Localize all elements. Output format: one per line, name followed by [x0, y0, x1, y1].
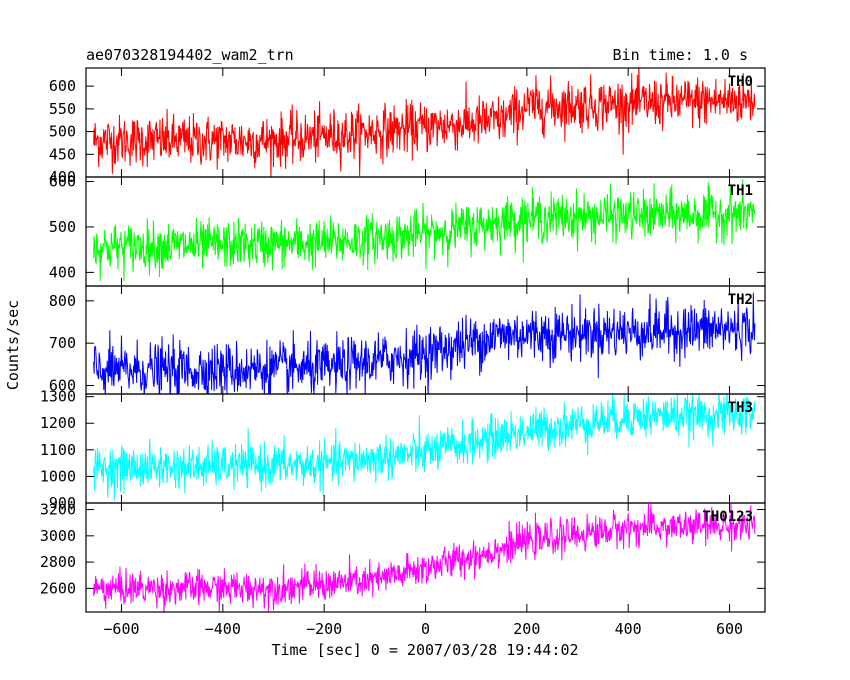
y-tick-label: 600 [49, 377, 76, 395]
x-axis-label: Time [sec] 0 = 2007/03/28 19:44:02 [271, 641, 578, 659]
y-tick-label: 2600 [40, 579, 76, 597]
y-tick-label: 1200 [40, 414, 76, 432]
y-tick-label: 500 [49, 123, 76, 141]
y-tick-label: 500 [49, 218, 76, 236]
x-tick-label: 400 [615, 620, 642, 638]
x-tick-label: 0 [421, 620, 430, 638]
y-tick-label: 800 [49, 292, 76, 310]
y-tick-label: 1100 [40, 441, 76, 459]
y-tick-label: 400 [49, 168, 76, 186]
panel-label-th1: TH1 [728, 183, 753, 199]
x-tick-label: 600 [716, 620, 743, 638]
x-tick-label: 200 [513, 620, 540, 638]
y-tick-label: 600 [49, 77, 76, 95]
panel-th2: 600 700 800 TH2 [49, 285, 766, 395]
panel-frame [85, 502, 766, 613]
panel-th3: 900 1000 1100 1200 1300 TH3 [40, 388, 766, 512]
series-line-th0123 [93, 503, 756, 612]
series-line-th3 [93, 394, 756, 501]
series-line-th0 [93, 68, 756, 177]
x-tick-label: −400 [205, 620, 241, 638]
panel-th1: 400 500 600 TH1 [49, 173, 766, 287]
y-tick-label: 450 [49, 145, 76, 163]
panel-th0: 400 450 500 550 600 TH0 [49, 67, 766, 186]
panel-label-th0: TH0 [728, 74, 753, 90]
x-tick-label: −200 [306, 620, 342, 638]
bin-time-label: Bin time: 1.0 s [612, 46, 748, 64]
panel-label-th3: TH3 [728, 400, 753, 416]
y-axis-label: Counts/sec [4, 300, 22, 390]
y-tick-label: 550 [49, 100, 76, 118]
y-tick-label: 3200 [40, 501, 76, 519]
y-tick-label: 600 [49, 173, 76, 191]
y-tick-label: 400 [49, 263, 76, 281]
panel-label-th0123: TH0123 [702, 509, 753, 525]
panel-label-th2: TH2 [728, 292, 753, 308]
y-tick-label: 2800 [40, 553, 76, 571]
y-tick-label: 3000 [40, 527, 76, 545]
panel-th0123: 2600 2800 3000 3200 TH0123 [40, 501, 766, 613]
y-tick-label: 900 [49, 494, 76, 512]
chart-title: ae070328194402_wam2_trn [86, 46, 294, 64]
series-line-th1 [93, 179, 756, 282]
y-tick-label: 1000 [40, 467, 76, 485]
y-tick-label: 700 [49, 334, 76, 352]
x-tick-label: −600 [103, 620, 139, 638]
series-line-th2 [93, 292, 756, 394]
y-tick-label: 1300 [40, 388, 76, 406]
